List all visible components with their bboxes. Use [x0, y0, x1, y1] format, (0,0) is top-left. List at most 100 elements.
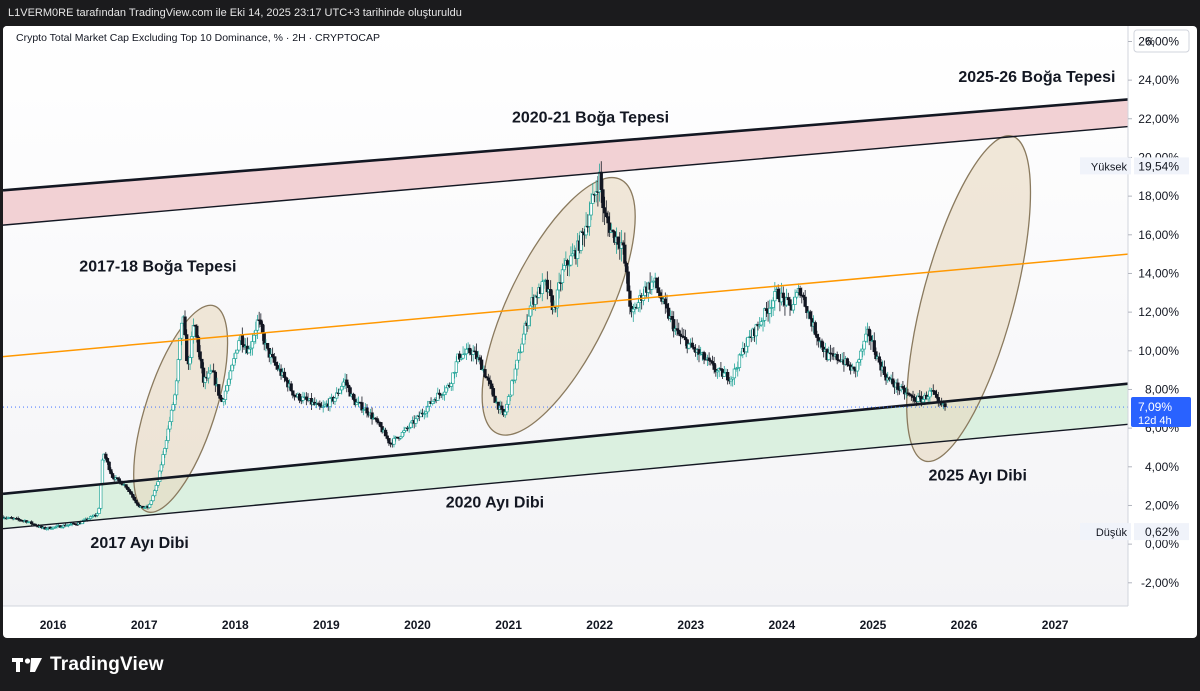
- candle-down: [808, 311, 812, 319]
- candle-down: [198, 351, 202, 360]
- y-tick-label: 4,00%: [1145, 460, 1179, 474]
- candle-up: [191, 325, 196, 337]
- lower-channel-top-line[interactable]: [3, 382, 1128, 496]
- candle-up: [864, 333, 868, 342]
- candle-up: [528, 305, 533, 317]
- y-tick-label: -2,00%: [1141, 576, 1179, 590]
- lower-channel-band: [3, 383, 1128, 529]
- annotation-label[interactable]: 2020-21 Boğa Tepesi: [512, 110, 669, 127]
- candle-up: [166, 428, 170, 441]
- candle-up: [188, 357, 192, 365]
- candle-down: [117, 478, 121, 482]
- candle-up: [163, 448, 167, 455]
- x-tick-label: 2020: [404, 618, 431, 632]
- candle-up: [206, 372, 211, 379]
- candles: [3, 161, 947, 531]
- candle-down: [712, 362, 716, 370]
- candle-up: [928, 390, 932, 398]
- x-tick-label: 2016: [40, 618, 67, 632]
- lower-channel-bottom-line[interactable]: [3, 423, 1128, 530]
- candle-down: [136, 502, 140, 506]
- x-tick-label: 2026: [951, 618, 978, 632]
- low-marker-value: 0,62%: [1145, 525, 1179, 539]
- candle-up: [149, 500, 153, 505]
- candle-down: [490, 383, 494, 389]
- annotation-label[interactable]: 2017 Ayı Dibi: [90, 535, 188, 552]
- candle-up: [301, 396, 305, 401]
- annotation-label[interactable]: 2025-26 Boğa Tepesi: [958, 69, 1115, 86]
- candle-down: [346, 384, 351, 389]
- candle-up: [154, 484, 159, 491]
- candle-up: [444, 387, 448, 393]
- x-tick-label: 2021: [495, 618, 522, 632]
- upper-channel-bottom-line[interactable]: [3, 125, 1128, 226]
- candle-down: [360, 402, 364, 411]
- last-price-badge[interactable]: [1131, 397, 1191, 428]
- candle-down: [132, 496, 137, 501]
- candle-up: [515, 359, 519, 370]
- candle-down: [852, 366, 856, 370]
- candle-down: [882, 366, 887, 375]
- candle-down: [933, 390, 937, 395]
- candle-up: [773, 291, 777, 302]
- candle-down: [869, 335, 873, 342]
- candle-up: [178, 337, 182, 360]
- x-tick-label: 2022: [586, 618, 613, 632]
- candle-down: [877, 356, 881, 363]
- candle-down: [468, 347, 472, 354]
- candle-up: [562, 265, 566, 271]
- candle-down: [110, 473, 115, 478]
- candle-down: [663, 298, 667, 305]
- candle-up: [795, 292, 799, 298]
- candle-up: [340, 385, 344, 391]
- candle-down: [185, 334, 189, 362]
- candle-up: [409, 422, 413, 428]
- middle-channel-line[interactable]: [3, 253, 1128, 358]
- candle-down: [385, 435, 389, 439]
- candle-down: [291, 390, 295, 396]
- upper-channel-band: [3, 99, 1128, 226]
- candle-up: [233, 352, 238, 359]
- cycle-ellipse-1[interactable]: [114, 295, 247, 522]
- candle-down: [213, 371, 217, 386]
- candle-down: [602, 207, 607, 214]
- candle-down: [196, 336, 201, 353]
- candle-down: [127, 489, 132, 493]
- candle-up: [508, 394, 512, 397]
- candle-down: [820, 340, 824, 348]
- candle-up: [250, 341, 255, 349]
- candle-up: [461, 354, 465, 359]
- y-tick-label: 8,00%: [1145, 382, 1179, 396]
- candle-down: [351, 393, 356, 400]
- candle-down: [549, 289, 553, 297]
- candle-up: [517, 352, 521, 361]
- candle-up: [513, 368, 517, 381]
- annotation-label[interactable]: 2017-18 Boğa Tepesi: [79, 259, 236, 276]
- annotation-label[interactable]: 2025 Ayı Dibi: [928, 467, 1026, 484]
- candle-down: [672, 319, 676, 332]
- candle-up: [449, 383, 453, 387]
- candle-up: [208, 370, 212, 374]
- candle-up: [862, 340, 866, 350]
- candle-down: [259, 319, 263, 325]
- candle-up: [464, 348, 469, 355]
- candle-down: [816, 337, 821, 342]
- tradingview-logo[interactable]: TradingView: [12, 654, 164, 676]
- candle-up: [227, 378, 231, 386]
- annotation-label[interactable]: 2020 Ayı Dibi: [446, 494, 544, 511]
- upper-channel-top-line[interactable]: [3, 98, 1128, 192]
- price-chart[interactable]: 2017-18 Boğa Tepesi 2020-21 Boğa Tepesi 20…: [3, 26, 1197, 638]
- candle-down: [670, 316, 674, 320]
- symbol-title[interactable]: Crypto Total Market Cap Excluding Top 10…: [16, 32, 380, 44]
- candle-down: [725, 372, 730, 381]
- candle-down: [896, 382, 900, 390]
- candle-down: [500, 405, 504, 410]
- candle-up: [503, 411, 507, 416]
- candle-down: [217, 384, 221, 396]
- candle-up: [169, 409, 174, 422]
- y-tick-label: 10,00%: [1138, 344, 1179, 358]
- candle-up: [631, 308, 635, 313]
- candle-down: [282, 371, 287, 378]
- high-marker-value: 19,54%: [1138, 159, 1179, 173]
- axis-unit-box[interactable]: [1133, 29, 1190, 53]
